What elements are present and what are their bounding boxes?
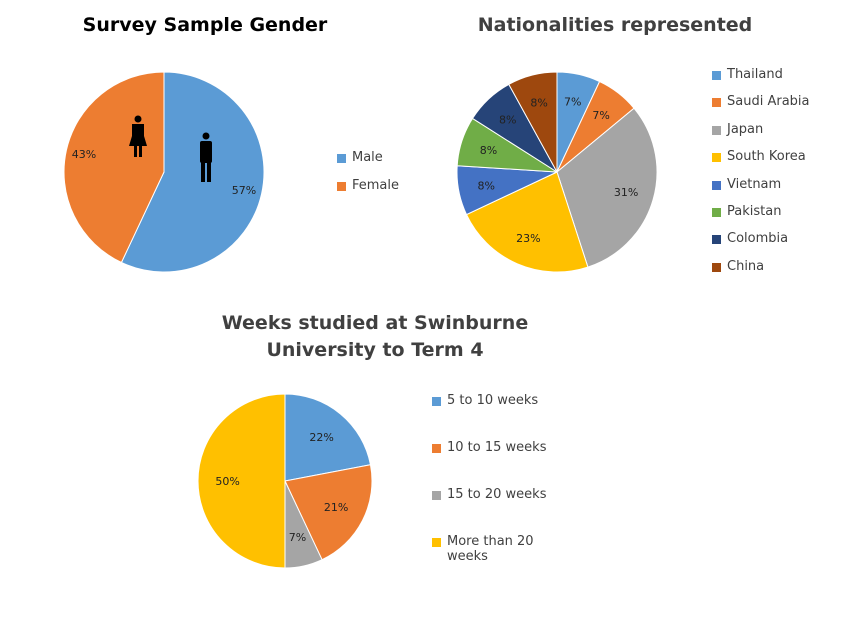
- legend-swatch: [712, 71, 721, 80]
- legend-label: China: [727, 258, 765, 274]
- legend-label: Male: [352, 150, 383, 165]
- gender-chart-title: Survey Sample Gender: [82, 14, 328, 36]
- legend-label: Female: [352, 178, 400, 193]
- legend-label: 10 to 15 weeks: [447, 440, 547, 455]
- legend-swatch: [432, 444, 441, 453]
- pie-slice-5-to-10-weeks: [284, 393, 372, 482]
- legend-swatch: [432, 491, 441, 500]
- legend-swatch: [712, 180, 721, 190]
- legend-label: 15 to 20 weeks: [447, 487, 547, 502]
- legend-item: Japan: [712, 122, 822, 137]
- legend-item: South Korea: [712, 149, 822, 164]
- legend-item: Female: [337, 178, 437, 193]
- legend-label: Pakistan: [727, 204, 782, 219]
- data-label: 22%: [309, 431, 333, 444]
- data-label: 8%: [530, 96, 547, 109]
- data-label: 7%: [564, 96, 581, 109]
- legend-swatch: [712, 153, 721, 163]
- legend-item: Vietnam: [712, 177, 822, 192]
- legend-item: Male: [337, 150, 437, 165]
- legend-item: 5 to 10 weeks: [432, 393, 562, 408]
- data-label: 31%: [614, 186, 638, 199]
- data-label: 57%: [232, 184, 256, 197]
- legend-label: South Korea: [727, 149, 806, 165]
- pie-slice-more-than-20-weeks: [197, 393, 286, 569]
- legend-label: Colombia: [727, 231, 789, 247]
- female-figure-icon: [129, 115, 147, 157]
- legend-label: Vietnam: [727, 176, 782, 192]
- legend-item: Thailand: [712, 67, 822, 82]
- legend-swatch: [337, 182, 346, 191]
- data-label: 21%: [324, 501, 348, 514]
- pie-slice-china: [508, 71, 558, 173]
- legend-label: More than 20 weeks: [447, 534, 534, 564]
- legend-item: Saudi Arabia: [712, 94, 822, 109]
- legend-swatch: [712, 262, 721, 272]
- data-label: 8%: [478, 179, 495, 192]
- pie-slice-male: [120, 71, 265, 273]
- pie-slice-south-korea: [465, 171, 589, 273]
- legend-label: Thailand: [727, 67, 783, 82]
- pie-slice-10-to-15-weeks: [284, 464, 373, 561]
- data-label: 8%: [480, 144, 497, 157]
- weeks-chart-title: Weeks studied at Swinburne University to…: [221, 312, 529, 361]
- legend-item: 15 to 20 weeks: [432, 487, 562, 502]
- legend-item: Colombia: [712, 231, 822, 246]
- legend-item: More than 20 weeks: [432, 534, 562, 564]
- legend-swatch: [712, 235, 721, 245]
- legend-swatch: [712, 125, 721, 135]
- legend-swatch: [712, 98, 721, 108]
- data-label: 7%: [592, 109, 609, 122]
- male-figure-icon: [200, 132, 212, 182]
- legend-swatch: [432, 397, 441, 406]
- legend-swatch: [337, 154, 346, 163]
- legend-item: 10 to 15 weeks: [432, 440, 562, 455]
- legend-label: Japan: [727, 121, 764, 137]
- data-label: 7%: [289, 531, 306, 544]
- legend-label: Saudi Arabia: [727, 94, 810, 110]
- pie-slice-japan: [556, 107, 658, 268]
- legend-item: China: [712, 259, 822, 274]
- nationalities-chart-title: Nationalities represented: [477, 14, 753, 36]
- legend-label: 5 to 10 weeks: [447, 393, 539, 408]
- legend-swatch: [432, 538, 441, 547]
- data-label: 23%: [516, 232, 540, 245]
- legend-item: Pakistan: [712, 204, 822, 219]
- data-label: 43%: [72, 148, 96, 161]
- legend-swatch: [712, 208, 721, 217]
- data-label: 50%: [215, 475, 239, 488]
- data-label: 8%: [499, 114, 516, 127]
